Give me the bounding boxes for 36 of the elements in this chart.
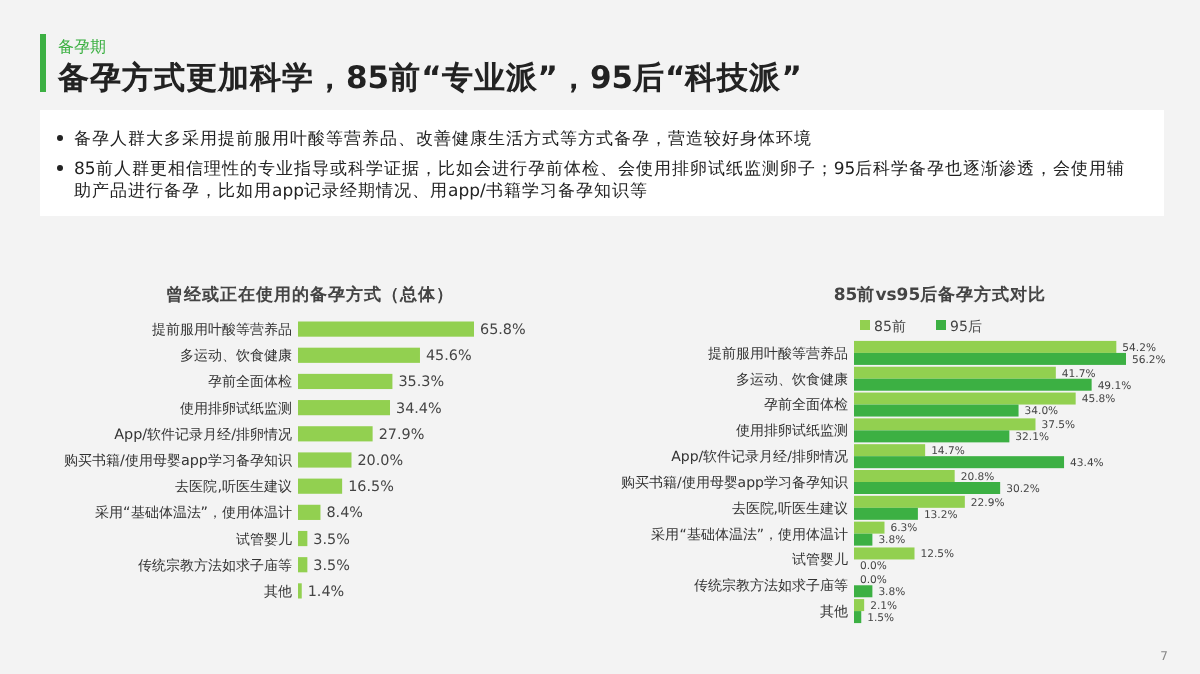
bar: [298, 426, 373, 442]
bar: [854, 404, 1019, 417]
bar: [854, 585, 873, 598]
bar: [854, 507, 918, 520]
bar: [298, 504, 321, 520]
bar: [854, 444, 926, 457]
bar: [854, 340, 1117, 353]
bar: [854, 378, 1092, 391]
bar: [854, 482, 1001, 494]
bar: [854, 366, 1056, 379]
chart-title: 85前vs95后备孕方式对比: [833, 284, 1047, 306]
bar: [854, 456, 1065, 469]
text: 备孕方式更加科学，85前“专业派”，95后“科技派”: [56, 58, 802, 96]
bar: [854, 495, 965, 508]
bar: [854, 352, 1126, 365]
bar: [298, 478, 343, 494]
bar: [854, 418, 1036, 431]
chart-title: 曾经或正在使用的备孕方式（总体）: [166, 284, 454, 306]
bar: [298, 530, 308, 547]
bar: [854, 611, 862, 624]
bar: [854, 470, 955, 482]
bar: [854, 521, 885, 534]
bar: [298, 373, 393, 390]
bar: [298, 400, 391, 416]
bar: [854, 430, 1010, 443]
text: 备孕期: [58, 38, 106, 56]
text: 85前人群更相信理性的专业指导或科学证据，比如会进行孕前体检、会使用排卵试纸监测卵子；95后科学备孕也逐渐渗透，会使用辅助产品进行备孕，比如用app记录经期情况、用app/书籍学习备孕知识等: [74, 158, 1126, 202]
bar: [854, 547, 915, 560]
bar: [854, 599, 865, 612]
bar: [854, 533, 873, 546]
text: 备孕人群大多采用提前服用叶酸等营养品、改善健康生活方式等方式备孕，营造较好身体环境: [74, 128, 812, 150]
bar: [298, 347, 420, 363]
bar: [298, 321, 474, 337]
bar: [298, 557, 308, 573]
bar: [854, 392, 1076, 405]
bar: [298, 452, 352, 468]
